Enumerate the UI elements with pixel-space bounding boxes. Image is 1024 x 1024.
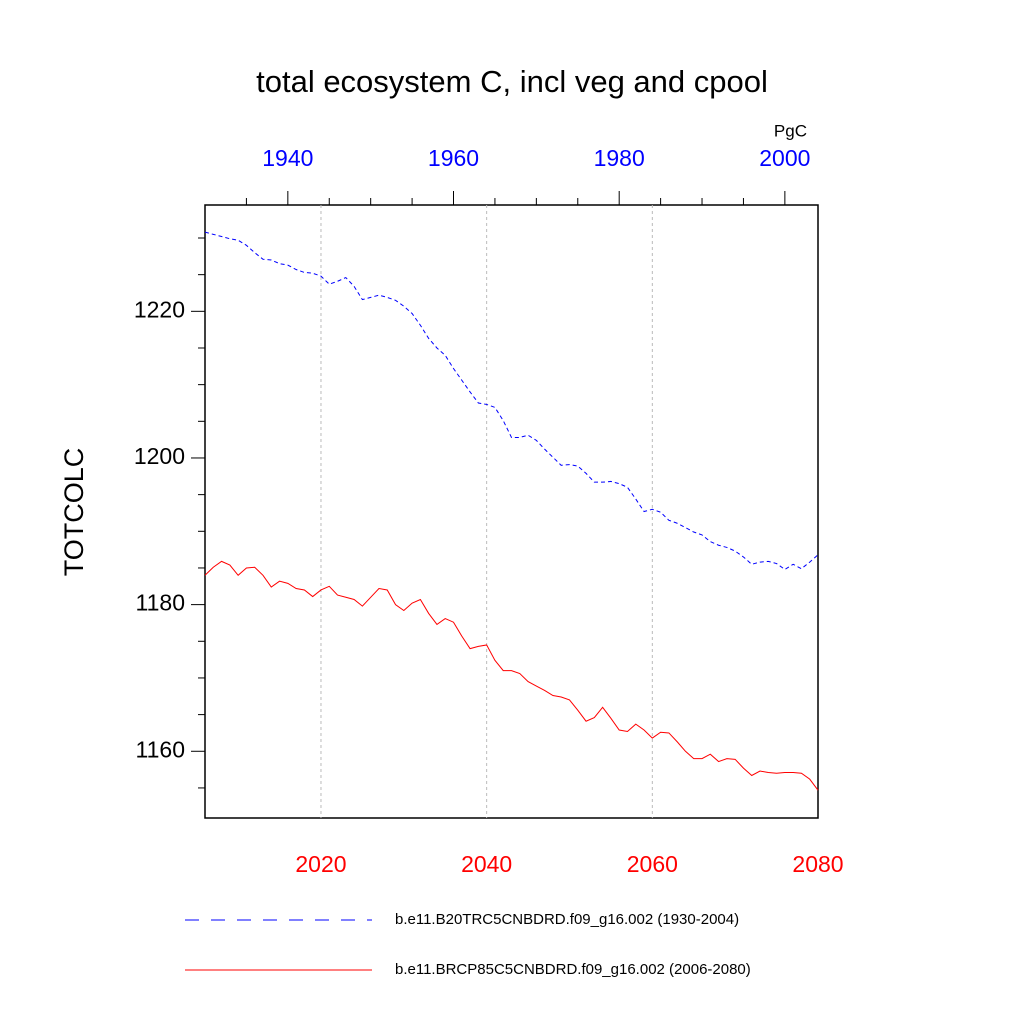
legend-label: b.e11.B20TRC5CNBDRD.f09_g16.002 (1930-20… — [395, 911, 739, 928]
series-line — [204, 231, 819, 571]
plot-frame — [204, 204, 819, 819]
y-tick-label: 1220 — [134, 296, 185, 322]
y-axis-label: TOTCOLC — [59, 448, 89, 577]
chart-title: total ecosystem C, incl veg and cpool — [256, 64, 768, 99]
x2-tick-label: 1960 — [428, 145, 479, 171]
x-tick-label: 2020 — [295, 851, 346, 877]
x2-tick-label: 2000 — [759, 145, 810, 171]
x2-tick-label: 1980 — [594, 145, 645, 171]
y-tick-label: 1160 — [136, 736, 185, 762]
y-tick-label: 1180 — [136, 590, 185, 616]
x2-tick-label: 1940 — [262, 145, 313, 171]
x-tick-label: 2040 — [461, 851, 512, 877]
x-tick-label: 2060 — [627, 851, 678, 877]
series-line — [204, 560, 819, 791]
x-tick-label: 2080 — [792, 851, 843, 877]
y-tick-label: 1200 — [134, 443, 185, 469]
legend-label: b.e11.BRCP85C5CNBDRD.f09_g16.002 (2006-2… — [395, 961, 751, 978]
units-label: PgC — [774, 121, 807, 140]
